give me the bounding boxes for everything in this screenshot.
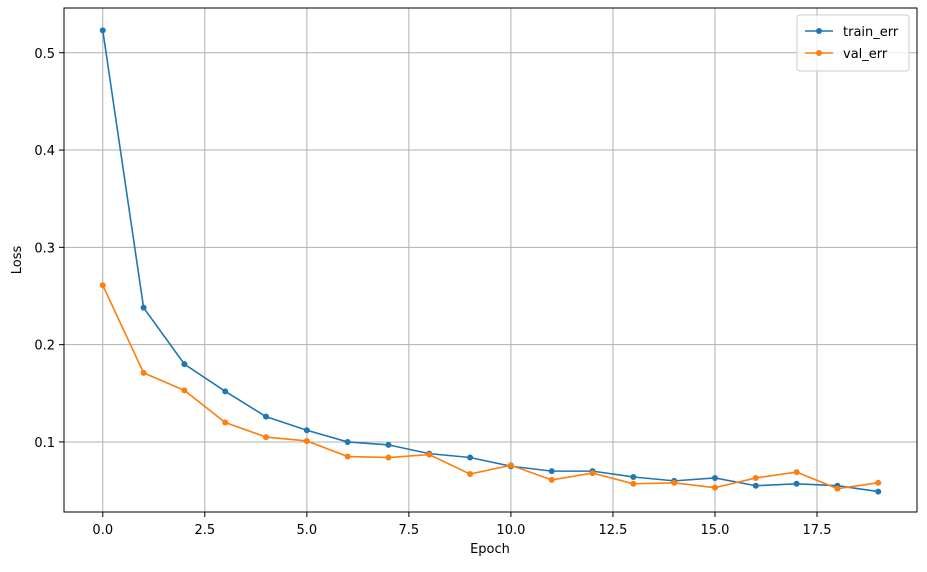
point [793,480,800,487]
point [344,438,351,445]
point [548,468,555,475]
point [630,480,637,487]
point [671,479,678,486]
point [752,474,759,481]
legend-marker [816,28,822,34]
point [263,434,270,441]
point [181,387,188,394]
point [467,454,474,461]
x-tick-label: 10.0 [496,523,525,538]
y-tick-label: 0.5 [34,47,55,62]
x-axis-label: Epoch [470,542,510,557]
point [630,473,637,480]
point [548,476,555,483]
plot-frame [63,7,918,513]
x-tick-label: 2.5 [194,523,215,538]
point [711,484,718,491]
point [99,282,106,289]
point [303,437,310,444]
point [589,470,596,477]
line [102,284,879,490]
point [303,427,310,434]
point [752,482,759,489]
x-tick-label: 0.0 [92,523,113,538]
point [467,471,474,478]
y-tick-label: 0.4 [34,144,55,159]
y-tick-label: 0.1 [34,436,55,451]
point [385,454,392,461]
point [793,469,800,476]
point [875,479,882,486]
point [426,451,433,458]
x-tick-label: 12.5 [598,523,627,538]
point [140,369,147,376]
point [385,441,392,448]
legend-label: val_err [843,47,888,62]
legend-label: train_err [843,25,899,40]
point [711,474,718,481]
legend-box [796,14,910,72]
legend: train_err val_err [796,14,910,72]
x-tick-label: 15.0 [700,523,729,538]
point [181,361,188,368]
point [507,462,514,469]
x-tick-label: 5.0 [296,523,317,538]
x-tick-label: 7.5 [399,523,420,538]
point [263,413,270,420]
y-tick-label: 0.2 [34,339,55,354]
x-tick-label: 17.5 [803,523,832,538]
y-tick-label: 0.3 [34,241,55,256]
point [140,304,147,311]
point [875,488,882,495]
y-axis-label: Loss [10,246,25,275]
point [99,27,106,34]
point [834,485,841,492]
point [344,453,351,460]
line [101,30,879,493]
point [222,388,229,395]
point [222,419,229,426]
legend-marker [816,50,822,56]
